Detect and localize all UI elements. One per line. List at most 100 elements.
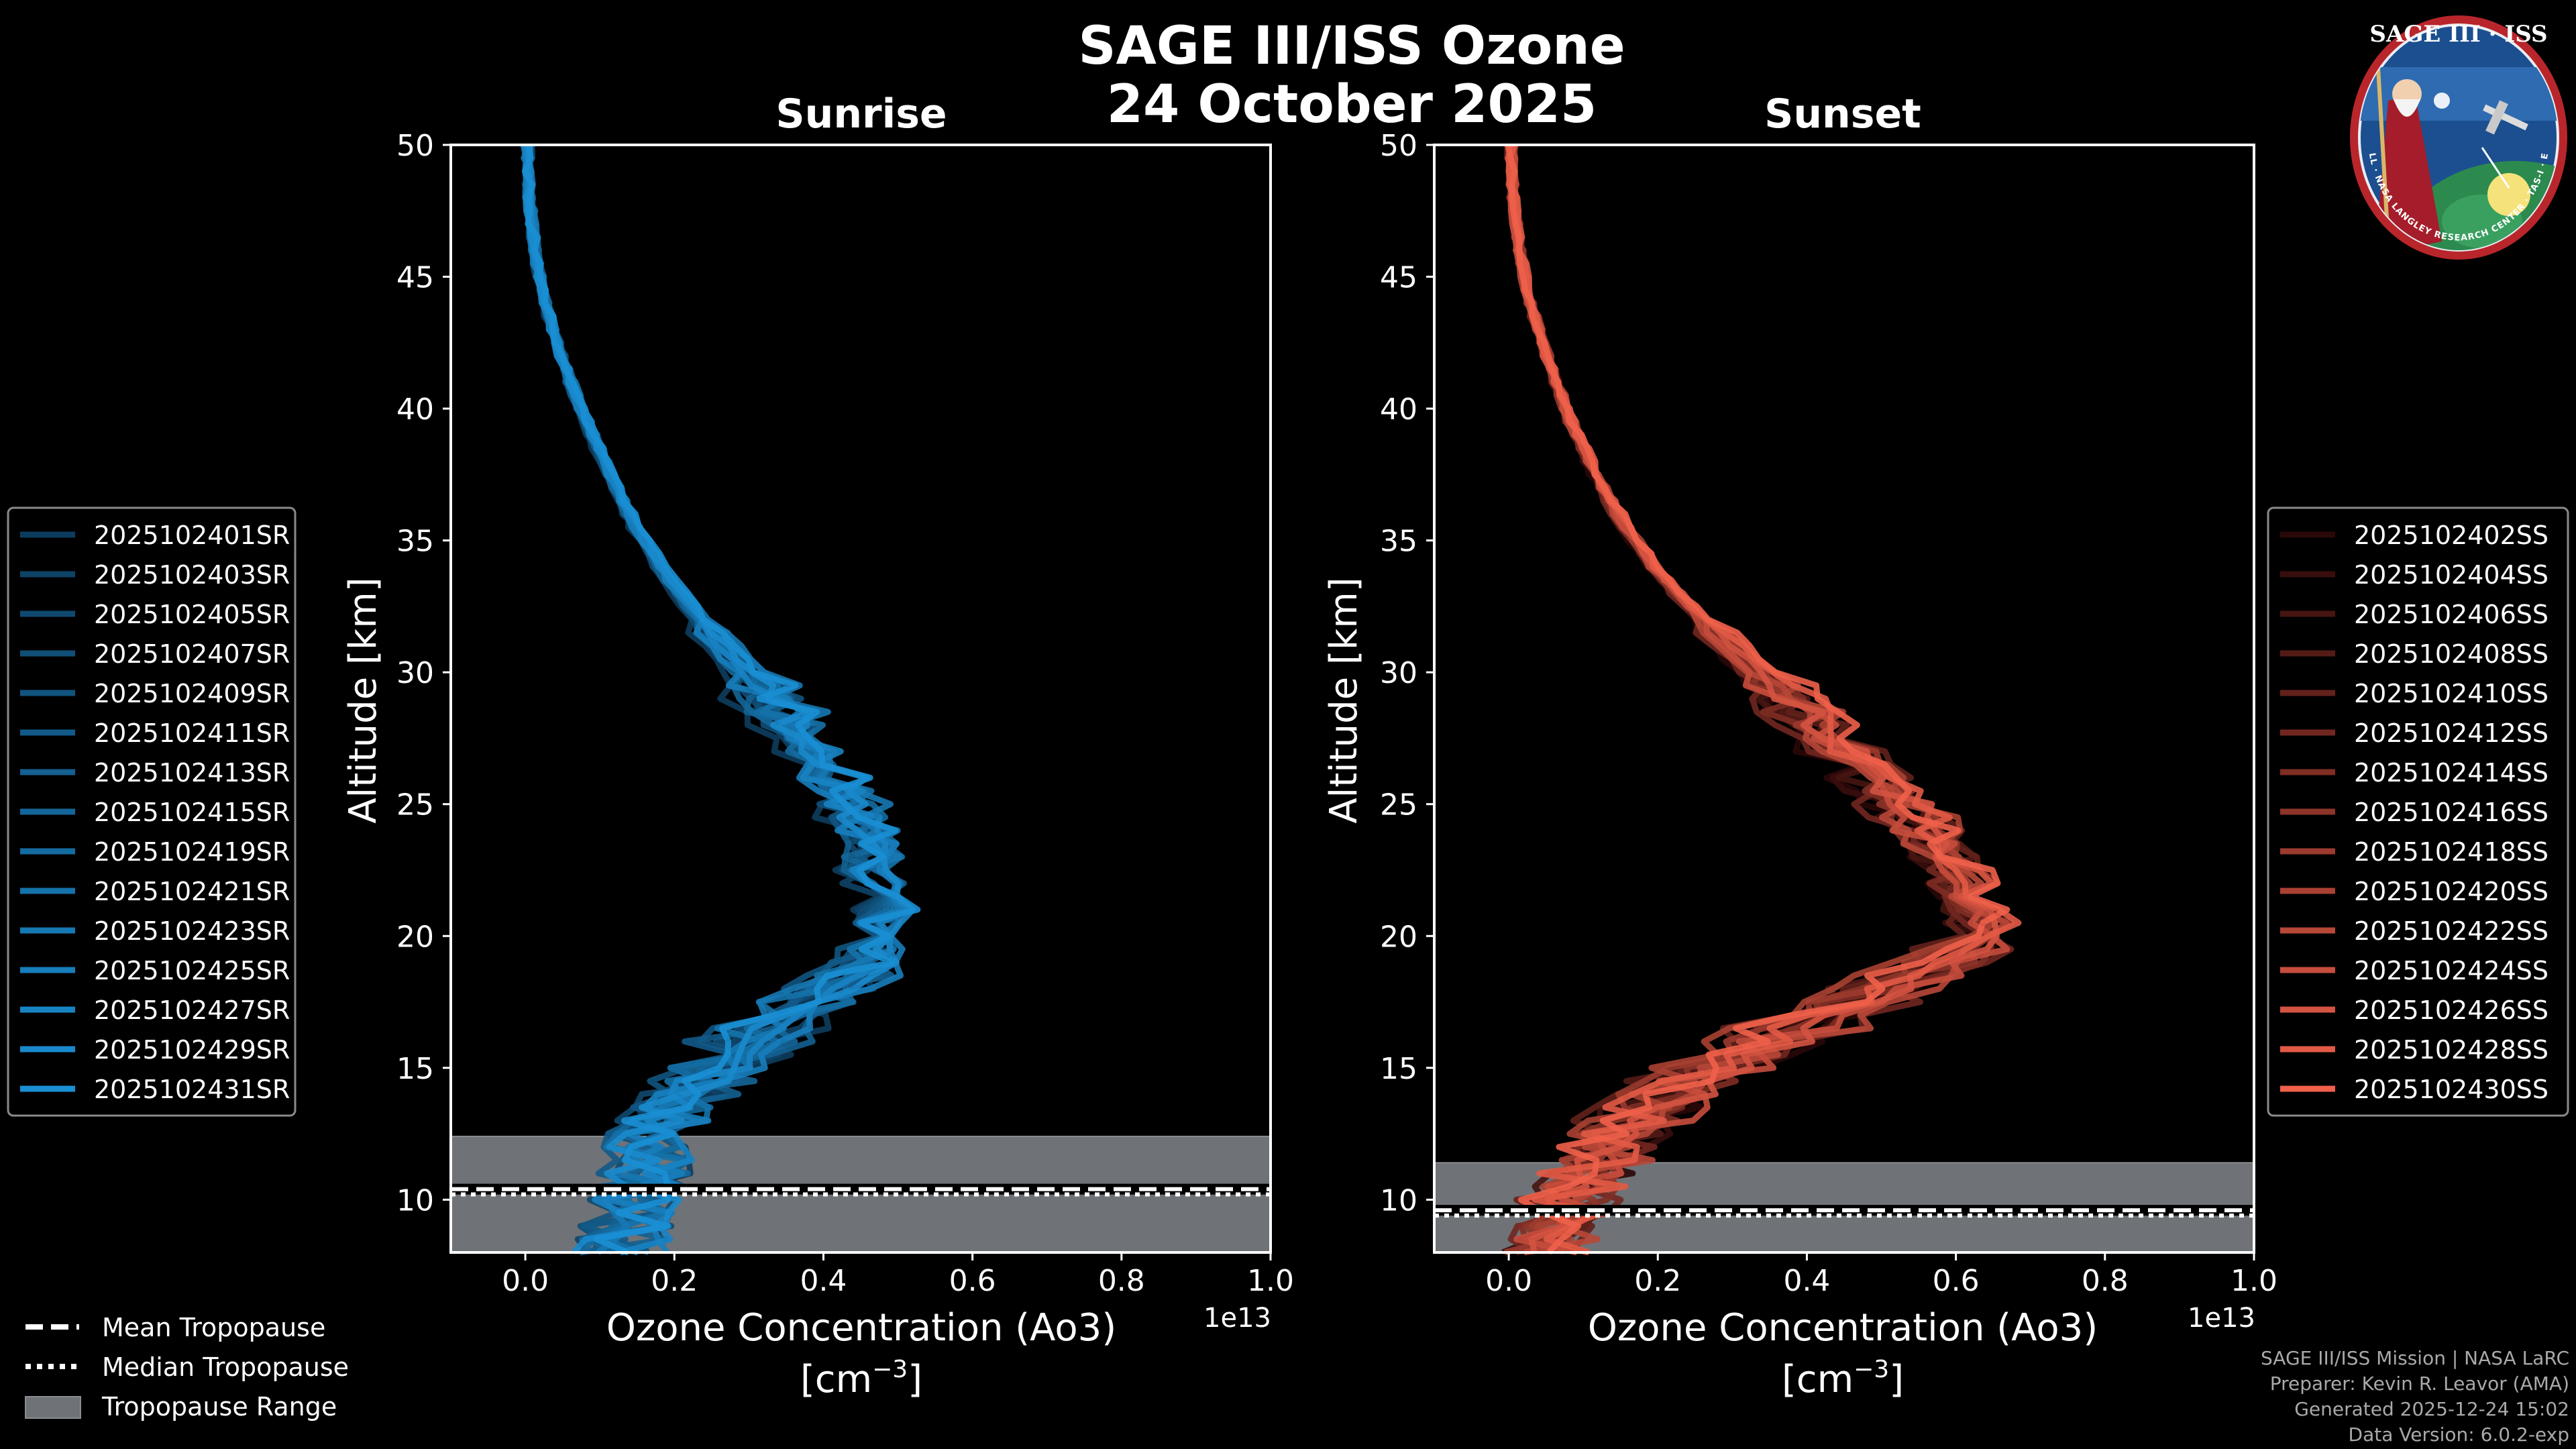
tropopause-legend: Mean Tropopause Median Tropopause Tropop… xyxy=(25,1313,349,1421)
sunrise-xtick-label: 0.2 xyxy=(651,1264,698,1298)
sunrise-ytick-label: 45 xyxy=(396,261,434,295)
sunrise-xlabel-units: [cm−3] xyxy=(800,1356,922,1401)
sunset-legend-label: 2025102422SS xyxy=(2354,916,2548,946)
sunrise-ytick-label: 50 xyxy=(396,129,434,163)
sunrise-xtick-label: 0.8 xyxy=(1098,1264,1145,1298)
sunrise-legend-label: 2025102409SR xyxy=(94,679,290,708)
sunset-legend-label: 2025102430SS xyxy=(2354,1075,2548,1104)
figure-title-line2: 24 October 2025 xyxy=(1107,74,1597,135)
sunrise-legend-label: 2025102423SR xyxy=(94,916,290,946)
sunrise-profile-line-2025102425SR xyxy=(520,144,907,1254)
sunset-legend-label: 2025102414SS xyxy=(2354,758,2548,788)
sunset-plot-area xyxy=(1434,145,2254,1252)
credit-line-preparer: Preparer: Kevin R. Leavor (AMA) xyxy=(2270,1373,2569,1395)
sunrise-legend-label: 2025102407SR xyxy=(94,639,290,669)
sunrise-profile-line-2025102431SR xyxy=(522,144,921,1256)
sunrise-xtick-label: 1.0 xyxy=(1247,1264,1294,1298)
sunset-legend-label: 2025102410SS xyxy=(2354,679,2548,708)
sunset-plot: 0.0 0.2 0.4 0.6 0.8 1.0 10 15 20 25 30 35 40 45 50 xyxy=(1380,129,2277,1298)
sunrise-legend-label: 2025102421SR xyxy=(94,877,290,906)
patch-figure-staff xyxy=(2376,66,2390,242)
sunset-legend-label: 2025102420SS xyxy=(2354,877,2548,906)
sunrise-legend-label: 2025102429SR xyxy=(94,1035,290,1065)
sunset-legend-label: 2025102404SS xyxy=(2354,560,2548,590)
sunrise-ytick-label: 40 xyxy=(396,392,434,427)
patch-figure-beard xyxy=(2394,99,2420,117)
sunset-ytick-label: 40 xyxy=(1380,392,1417,427)
patch-top-text: SAGE III · ISS xyxy=(2369,21,2547,48)
sunrise-legend-label: 2025102405SR xyxy=(94,600,290,629)
sunrise-legend-label: 2025102431SR xyxy=(94,1075,290,1104)
patch-occultation-ray xyxy=(2481,147,2510,189)
sunrise-ytick-label: 35 xyxy=(396,525,434,559)
sunset-legend-label: 2025102418SS xyxy=(2354,837,2548,867)
sunrise-xtick-label: 0.0 xyxy=(502,1264,549,1298)
sunrise-xunit-base: [cm xyxy=(800,1358,872,1401)
sunrise-legend: 2025102401SR 2025102403SR 2025102405SR 2025… xyxy=(7,506,297,1117)
sunset-ytick-label: 15 xyxy=(1380,1052,1417,1086)
sunset-legend-label: 2025102426SS xyxy=(2354,996,2548,1025)
sunrise-legend-label: 2025102427SR xyxy=(94,996,290,1025)
sunset-axes-frame xyxy=(1433,144,2255,1254)
sunset-ytick-label: 20 xyxy=(1380,920,1417,954)
sunrise-legend-label: 2025102401SR xyxy=(94,521,290,550)
sunset-xtick-label: 0.2 xyxy=(1634,1264,1681,1298)
sunset-ytick-label: 25 xyxy=(1380,788,1417,822)
sunset-legend-label: 2025102428SS xyxy=(2354,1035,2548,1065)
patch-figure-robe xyxy=(2375,94,2442,250)
sunset-legend-label: 2025102424SS xyxy=(2354,956,2548,985)
sunset-ylabel: Altitude [km] xyxy=(1322,577,1366,823)
sunrise-ytick-label: 10 xyxy=(396,1183,434,1218)
credit-line-mission: SAGE III/ISS Mission | NASA LaRC xyxy=(2261,1347,2569,1369)
sunset-x-scale-label: 1e13 xyxy=(2188,1303,2255,1334)
sunrise-panel-title: Sunrise xyxy=(775,91,947,138)
sunrise-ytick-label: 30 xyxy=(396,656,434,690)
sunset-legend-label: 2025102406SS xyxy=(2354,600,2548,629)
sunset-legend: 2025102402SS 2025102404SS 2025102406SS 2025… xyxy=(2267,506,2569,1117)
sunrise-legend-label: 2025102413SR xyxy=(94,758,290,788)
sunrise-series-group xyxy=(520,144,921,1256)
patch-sun xyxy=(2487,173,2530,216)
tropopause-range-label: Tropopause Range xyxy=(101,1392,337,1421)
sunrise-legend-label: 2025102403SR xyxy=(94,560,290,590)
sunset-ytick-label: 10 xyxy=(1380,1183,1417,1218)
sunset-xunit-exponent: −3 xyxy=(1854,1356,1889,1383)
sunrise-ytick-label: 25 xyxy=(396,788,434,822)
tropopause-range-swatch xyxy=(25,1396,81,1419)
sunrise-ytick-label: 15 xyxy=(396,1052,434,1086)
sunset-xlabel-units: [cm−3] xyxy=(1782,1356,1904,1401)
credits-block: SAGE III/ISS Mission | NASA LaRC Prepare… xyxy=(2261,1347,2569,1446)
sunset-panel-title: Sunset xyxy=(1764,91,1921,138)
sunset-ytick-label: 45 xyxy=(1380,261,1417,295)
sunset-legend-label: 2025102412SS xyxy=(2354,718,2548,748)
sunset-xunit-base: [cm xyxy=(1782,1358,1854,1401)
sunset-xtick-label: 0.6 xyxy=(1933,1264,1980,1298)
sunrise-ytick-label: 20 xyxy=(396,920,434,954)
patch-space-station xyxy=(2483,100,2528,135)
sunset-ytick-label: 30 xyxy=(1380,656,1417,690)
sunrise-xtick-label: 0.6 xyxy=(949,1264,996,1298)
sunset-profile-line-2025102430SS xyxy=(1505,144,2010,1255)
sunset-xtick-label: 0.4 xyxy=(1783,1264,1830,1298)
sunrise-x-scale-label: 1e13 xyxy=(1203,1303,1271,1334)
sunrise-legend-label: 2025102411SR xyxy=(94,718,290,748)
sunset-ytick-label: 35 xyxy=(1380,525,1417,559)
sunrise-xunit-exponent: −3 xyxy=(872,1356,908,1383)
sunrise-legend-label: 2025102415SR xyxy=(94,798,290,827)
sunrise-legend-label: 2025102425SR xyxy=(94,956,290,985)
sunset-xtick-label: 0.8 xyxy=(2082,1264,2129,1298)
sunset-xlabel: Ozone Concentration (Ao3) xyxy=(1588,1306,2098,1350)
sunset-series-group xyxy=(1501,144,2022,1256)
sunset-legend-frame xyxy=(2267,506,2569,1117)
sunrise-plot: 0.0 0.2 0.4 0.6 0.8 1.0 10 15 20 25 30 35 40 45 50 xyxy=(396,129,1294,1298)
sunrise-legend-label: 2025102419SR xyxy=(94,837,290,867)
credit-line-generated: Generated 2025-12-24 15:02 xyxy=(2294,1398,2569,1420)
sunset-xtick-label: 1.0 xyxy=(2231,1264,2277,1298)
credit-line-version: Data Version: 6.0.2-exp xyxy=(2349,1424,2569,1446)
sunset-legend-label: 2025102402SS xyxy=(2354,521,2548,550)
patch-moon xyxy=(2434,93,2450,109)
sunset-xtick-label: 0.0 xyxy=(1485,1264,1532,1298)
sunset-legend-label: 2025102416SS xyxy=(2354,798,2548,827)
sunrise-plot-area xyxy=(451,145,1271,1252)
